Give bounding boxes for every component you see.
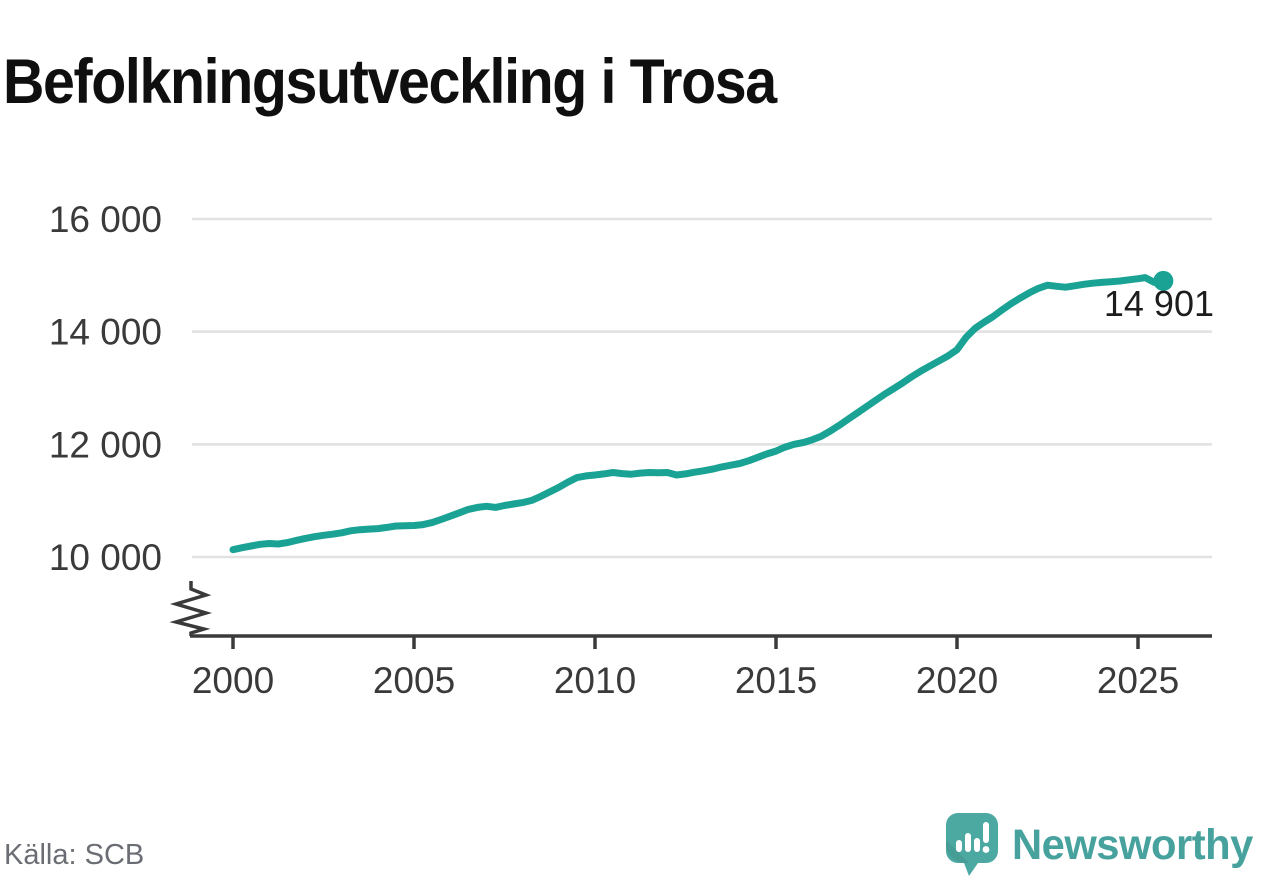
newsworthy-logo-icon xyxy=(946,813,998,876)
y-axis-tick-label: 16 000 xyxy=(49,199,162,240)
y-axis-tick-label: 12 000 xyxy=(49,424,162,465)
newsworthy-logo: Newsworthy xyxy=(946,813,1262,877)
latest-value-label: 14 901 xyxy=(1104,283,1214,324)
x-axis-tick-label: 2025 xyxy=(1097,660,1179,701)
x-axis-tick-label: 2010 xyxy=(554,660,636,701)
x-axis-tick-label: 2015 xyxy=(735,660,817,701)
y-axis-tick-label: 14 000 xyxy=(49,312,162,353)
y-axis-break-icon xyxy=(169,581,213,636)
latest-value-dot xyxy=(1153,270,1174,291)
x-axis-tick-label: 2020 xyxy=(916,660,998,701)
population-line xyxy=(229,274,1167,554)
newsworthy-brand-text: Newsworthy xyxy=(1012,820,1253,869)
x-axis-tick-label: 2005 xyxy=(373,660,455,701)
page-title: Befolkningsutveckling i Trosa xyxy=(3,47,777,118)
source-note: Källa: SCB xyxy=(4,839,145,871)
y-axis-tick-label: 10 000 xyxy=(49,537,162,578)
x-axis-tick-label: 2000 xyxy=(192,660,274,701)
